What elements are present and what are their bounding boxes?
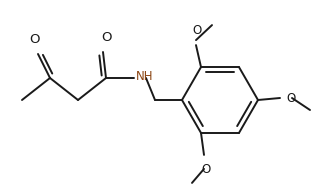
- Text: O: O: [101, 31, 111, 44]
- Text: O: O: [201, 163, 211, 176]
- Text: O: O: [192, 24, 202, 37]
- Text: O: O: [30, 33, 40, 46]
- Text: NH: NH: [136, 70, 154, 84]
- Text: O: O: [286, 91, 295, 105]
